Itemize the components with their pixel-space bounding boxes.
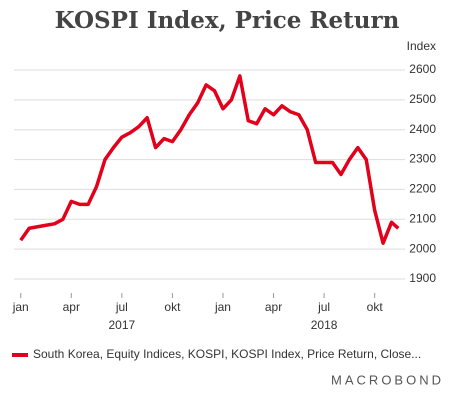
x-tick-label: jul (317, 300, 330, 314)
y-tick-label: 2600 (409, 62, 436, 76)
x-tick-label: apr (265, 300, 282, 314)
y-tick-label: 2100 (409, 211, 436, 225)
y-tick-label: 1900 (409, 271, 436, 285)
chart-title: KOSPI Index, Price Return (55, 7, 400, 34)
y-tick-label: 2000 (409, 241, 436, 255)
year-label: 2018 (311, 318, 338, 332)
x-tick-label: okt (367, 300, 384, 314)
x-tick-label: apr (63, 300, 80, 314)
brand: MACROBOND (331, 372, 444, 387)
y-tick-label: 2200 (409, 182, 436, 196)
y-tick-label: 2400 (409, 122, 436, 136)
x-tick-label: jul (115, 300, 128, 314)
y-tick-label: 2500 (409, 92, 436, 106)
y-tick-label: 2300 (409, 152, 436, 166)
x-tick-label: jan (214, 300, 231, 314)
x-tick-label: jan (12, 300, 29, 314)
y-axis-label: Index (407, 39, 436, 53)
line-series (19, 74, 400, 245)
x-tick-label: okt (164, 300, 181, 314)
legend-label: South Korea, Equity Indices, KOSPI, KOSP… (33, 347, 421, 361)
year-label: 2017 (109, 318, 136, 332)
